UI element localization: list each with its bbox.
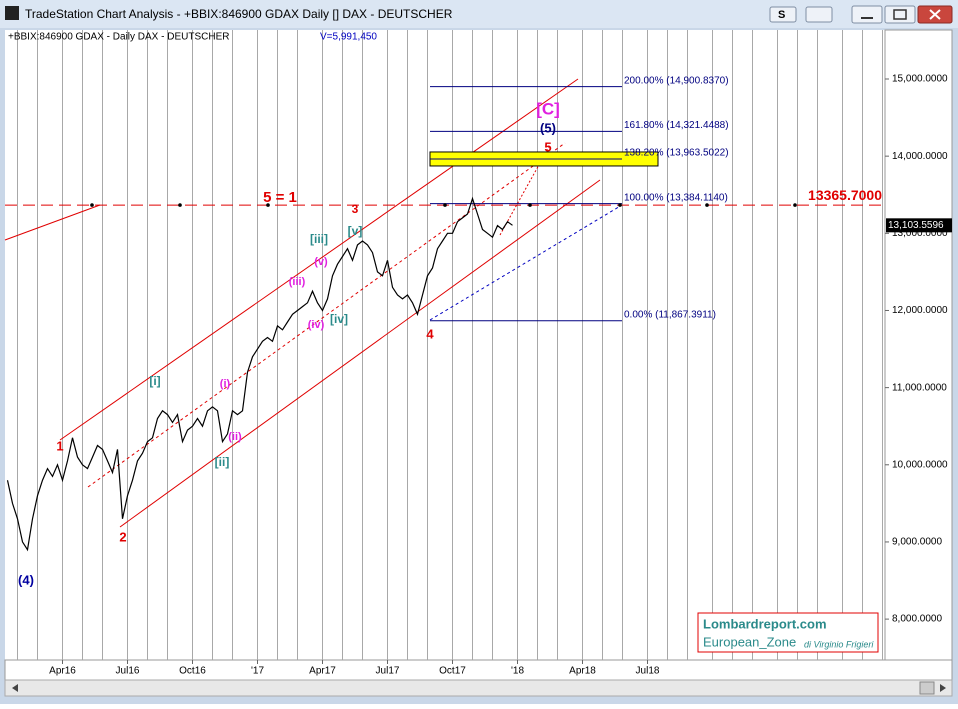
options-button[interactable] [805, 6, 833, 23]
wave-label: (4) [18, 572, 34, 587]
window-title: TradeStation Chart Analysis - +BBIX:8469… [25, 7, 453, 21]
time-axis [4, 659, 953, 681]
y-tick-label: 11,000.0000 [892, 382, 947, 393]
x-tick-label: Apr16 [49, 666, 76, 677]
reference-marker [178, 203, 182, 207]
reference-marker [793, 203, 797, 207]
price-axis [884, 29, 953, 661]
watermark-author: di Virginio Frigieri [804, 639, 874, 649]
grid [17, 30, 883, 660]
fib-label: 161.80% (14,321.4488) [624, 120, 729, 131]
wave-label: [i] [149, 374, 160, 388]
reference-marker [705, 203, 709, 207]
volume-info: V=5,991,450 [320, 32, 377, 43]
scrollbar[interactable] [4, 679, 953, 697]
wave-label: 2 [119, 529, 126, 544]
y-tick-label: 14,000.0000 [892, 151, 948, 162]
channel-middle [87, 142, 566, 488]
wave-label: (iv) [308, 319, 325, 331]
reference-marker [618, 203, 622, 207]
reference-marker [266, 203, 270, 207]
y-tick-label: 8,000.0000 [892, 614, 942, 625]
wave-label: [C] [536, 99, 560, 118]
wave-label: [v] [348, 224, 363, 238]
reference-marker [528, 203, 532, 207]
scroll-right[interactable] [940, 684, 946, 692]
wave-label: (i) [220, 378, 231, 390]
close-icon [929, 9, 941, 20]
x-tick-label: Jul18 [636, 666, 660, 677]
fib-label: 100.00% (13,384.1140) [624, 192, 728, 203]
reference-marker [90, 203, 94, 207]
x-tick-label: Oct17 [439, 666, 466, 677]
reference-label: 13365.7000 [808, 187, 882, 203]
wave-label: [iii] [310, 232, 328, 246]
symbol-button-label: S [778, 9, 785, 21]
scroll-left[interactable] [12, 684, 18, 692]
minimize-button[interactable] [851, 5, 883, 24]
y-tick-label: 15,000.0000 [892, 74, 948, 85]
watermark-zone: European_Zone [703, 634, 796, 649]
y-tick-label: 12,000.0000 [892, 305, 948, 316]
y-tick-label: 13,000.0000 [892, 228, 948, 239]
x-tick-label: Oct16 [179, 666, 206, 677]
watermark-site: Lombardreport.com [703, 616, 827, 631]
x-tick-label: Jul16 [116, 666, 140, 677]
x-tick-label: Jul17 [376, 666, 400, 677]
fib-label: 200.00% (14,900.8370) [624, 75, 729, 86]
wave-label: (ii) [228, 431, 242, 443]
title-bar [0, 0, 958, 28]
support-trend [429, 204, 623, 321]
wave-label: 1 [56, 438, 63, 453]
maximize-button[interactable] [884, 5, 916, 24]
y-tick-label: 9,000.0000 [892, 537, 942, 548]
maximize-icon [893, 9, 907, 20]
wave-label: (iii) [289, 276, 306, 288]
fib-label: 138.20% (13,963.5022) [624, 148, 729, 159]
symbol-info: +BBIX:846900 GDAX - Daily DAX - DEUTSCHE… [8, 32, 229, 43]
wave-label: 3 [352, 202, 359, 216]
old-trend [4, 204, 101, 241]
wave-label: 5 [544, 139, 551, 154]
y-tick-label: 10,000.0000 [892, 459, 948, 470]
wave-label: [iv] [330, 312, 348, 326]
wave-label: 5 = 1 [263, 189, 297, 206]
x-tick-label: '17 [251, 666, 264, 677]
plot-area [5, 30, 885, 660]
x-tick-label: Apr17 [309, 666, 336, 677]
wave-label: 4 [426, 326, 434, 341]
reference-marker [443, 203, 447, 207]
fib-label: 0.00% (11,867.3911) [624, 309, 716, 320]
channel-lower [119, 179, 601, 528]
trend-channel [4, 78, 623, 528]
symbol-button[interactable] [769, 6, 797, 23]
channel-upper [59, 78, 579, 441]
price-line [6, 196, 513, 552]
wave-label: [ii] [215, 455, 230, 469]
x-tick-label: '18 [511, 666, 524, 677]
watermark-box [697, 612, 879, 653]
wave-label: (5) [540, 120, 556, 135]
last-price-label: 13,103.5596 [888, 220, 944, 231]
wave-label: (v) [314, 256, 328, 268]
x-tick-label: Apr18 [569, 666, 596, 677]
scroll-thumb[interactable] [919, 681, 935, 695]
last-price-box [886, 218, 952, 233]
app-icon [5, 6, 19, 20]
